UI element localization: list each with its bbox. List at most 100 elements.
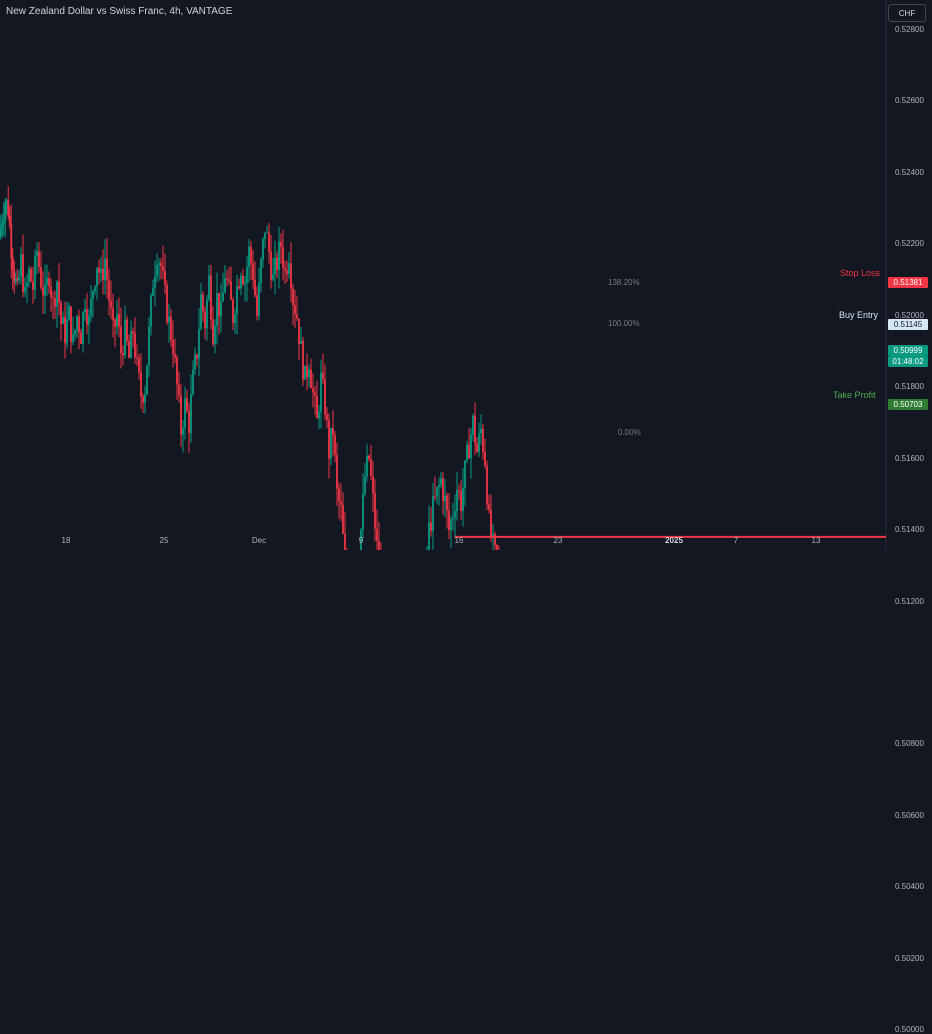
candle-body xyxy=(194,354,196,370)
candle-body xyxy=(204,311,206,329)
candle-body xyxy=(436,487,438,497)
candle-body xyxy=(478,433,480,452)
candle-body xyxy=(254,279,256,296)
candle-body xyxy=(290,263,292,289)
candle-body xyxy=(160,263,162,266)
candle-body xyxy=(250,246,252,264)
candle-body xyxy=(490,509,492,537)
candle-body xyxy=(472,415,474,435)
candle-body xyxy=(214,325,216,345)
candle-body xyxy=(176,357,178,385)
current-price-badge: 0.50999 xyxy=(888,345,928,356)
candle-body xyxy=(264,232,266,239)
chart-title: New Zealand Dollar vs Swiss Franc, 4h, V… xyxy=(6,6,233,17)
candle-body xyxy=(100,268,102,273)
candle-body xyxy=(60,302,62,324)
price-tick-label: 0.52200 xyxy=(895,239,924,249)
candle-body xyxy=(296,314,298,319)
candle-body xyxy=(470,434,472,459)
candle-body xyxy=(34,256,36,290)
candle-body xyxy=(54,298,56,307)
candle-body xyxy=(488,504,490,510)
candle-body xyxy=(458,489,460,491)
candle-body xyxy=(40,267,42,288)
candle-body xyxy=(146,365,148,395)
candle-body xyxy=(218,293,220,317)
candle-body xyxy=(26,282,28,287)
candle-body xyxy=(108,279,110,301)
candle-body xyxy=(190,394,192,434)
candle-body xyxy=(302,340,304,380)
candle-body xyxy=(314,392,316,396)
candle-body xyxy=(16,278,19,281)
price-tick-label: 0.52800 xyxy=(895,25,924,34)
candle-body xyxy=(448,510,450,530)
candle-body xyxy=(150,295,152,327)
candle-body xyxy=(466,445,468,461)
candle-body xyxy=(5,200,8,205)
candle-body xyxy=(86,309,88,325)
candle-body xyxy=(0,226,2,238)
candle-body xyxy=(482,428,484,452)
candle-body xyxy=(200,294,202,330)
candle-body xyxy=(7,200,10,217)
candle-body xyxy=(192,369,194,395)
candle-body xyxy=(366,455,368,477)
candle-body xyxy=(310,369,312,389)
candle-body xyxy=(88,316,90,325)
candle-body xyxy=(46,278,48,285)
candle-body xyxy=(58,281,60,303)
time-tick-label: 23 xyxy=(553,536,563,545)
candle-body xyxy=(78,316,80,333)
price-chart[interactable] xyxy=(0,0,932,550)
candle-body xyxy=(462,488,464,511)
candle-body xyxy=(126,319,128,342)
time-tick-label: 25 xyxy=(159,536,169,545)
candle-body xyxy=(208,275,210,300)
candle-body xyxy=(434,496,436,498)
candle-body xyxy=(1,223,4,227)
candle-body xyxy=(378,540,380,550)
candle-body xyxy=(132,331,134,334)
candle-body xyxy=(298,318,300,345)
candle-body xyxy=(442,478,444,502)
candle-body xyxy=(158,263,160,265)
candle-body xyxy=(440,478,442,485)
candle-body xyxy=(428,522,430,550)
candle-body xyxy=(324,379,326,415)
candle-body xyxy=(370,459,372,477)
candle-body xyxy=(104,258,106,281)
candle-body xyxy=(196,354,198,359)
candle-body xyxy=(174,354,176,358)
candle-body xyxy=(18,276,20,281)
price-tick-label: 0.51400 xyxy=(895,525,924,535)
currency-button[interactable]: CHF xyxy=(888,4,926,22)
candle-body xyxy=(64,316,66,344)
candle-body xyxy=(206,299,208,329)
candle-body xyxy=(286,270,288,274)
candle-body xyxy=(484,451,486,466)
candle-body xyxy=(82,312,84,345)
candle-body xyxy=(432,496,434,531)
candle-body xyxy=(38,251,40,268)
candle-body xyxy=(292,288,294,306)
candle-body xyxy=(198,329,200,359)
candle-body xyxy=(76,316,78,331)
candle-body xyxy=(130,331,132,358)
candle-body xyxy=(4,204,7,221)
candle-body xyxy=(162,265,164,271)
bar-countdown-badge: 01:48:02 xyxy=(888,356,928,367)
candle-body xyxy=(322,372,324,380)
candle-body xyxy=(110,300,112,308)
candle-body xyxy=(450,519,452,530)
candle-body xyxy=(238,286,240,289)
candle-body xyxy=(246,266,248,283)
candle-body xyxy=(340,501,342,506)
candle-body xyxy=(320,372,322,413)
candle-body xyxy=(232,299,234,324)
candle-body xyxy=(152,287,154,296)
candle-body xyxy=(116,314,118,327)
candle-body xyxy=(168,316,170,323)
candle-body xyxy=(336,454,338,489)
candle-body xyxy=(444,495,446,502)
